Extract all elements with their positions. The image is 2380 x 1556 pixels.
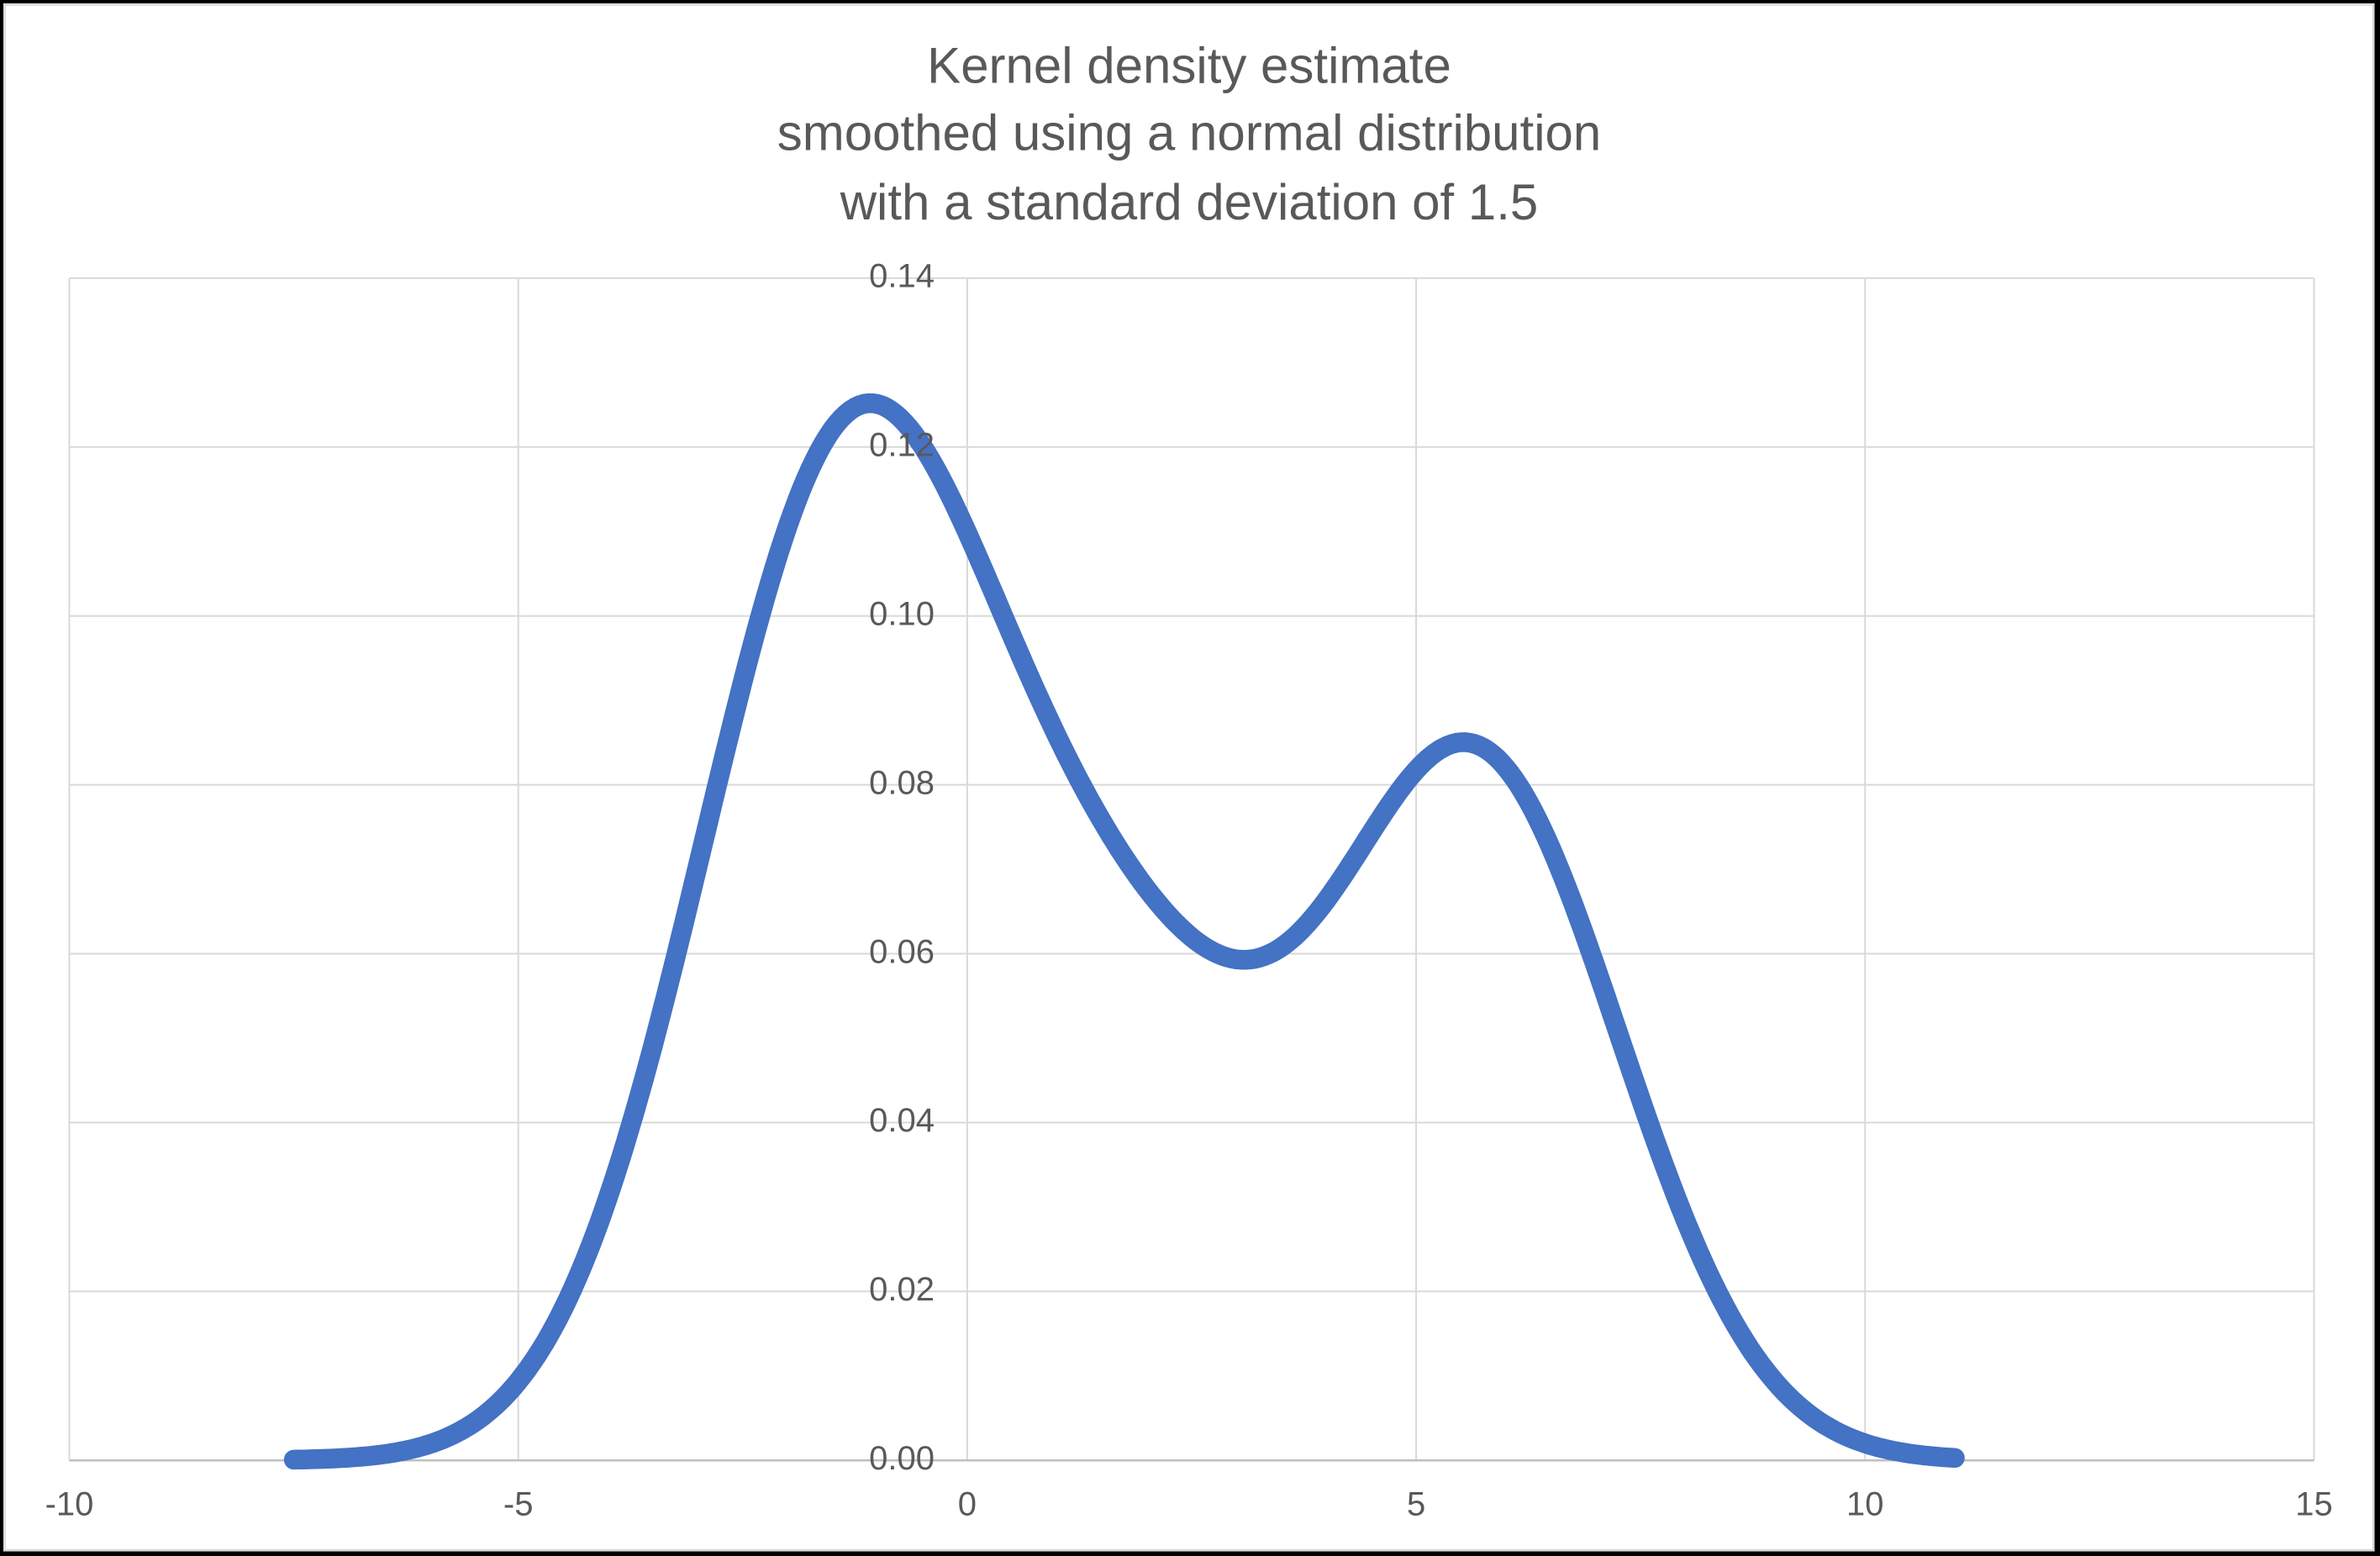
svg-text:-5: -5 [503, 1486, 534, 1523]
svg-text:0.02: 0.02 [869, 1271, 935, 1308]
svg-text:15: 15 [2295, 1486, 2333, 1523]
svg-text:smoothed using a normal distri: smoothed using a normal distribution [777, 105, 1602, 161]
svg-text:-10: -10 [45, 1486, 94, 1523]
svg-text:0.04: 0.04 [869, 1102, 935, 1139]
svg-text:with a standard deviation of 1: with a standard deviation of 1.5 [840, 174, 1539, 230]
svg-text:0.10: 0.10 [869, 596, 935, 633]
svg-text:0.12: 0.12 [869, 427, 935, 464]
svg-text:0.14: 0.14 [869, 258, 935, 295]
svg-text:5: 5 [1407, 1486, 1425, 1523]
svg-text:0.08: 0.08 [869, 764, 935, 801]
svg-text:0.06: 0.06 [869, 933, 935, 970]
svg-text:Kernel density estimate: Kernel density estimate [927, 37, 1451, 93]
svg-text:0: 0 [958, 1486, 977, 1523]
svg-text:10: 10 [1846, 1486, 1884, 1523]
svg-text:0.00: 0.00 [869, 1440, 935, 1477]
